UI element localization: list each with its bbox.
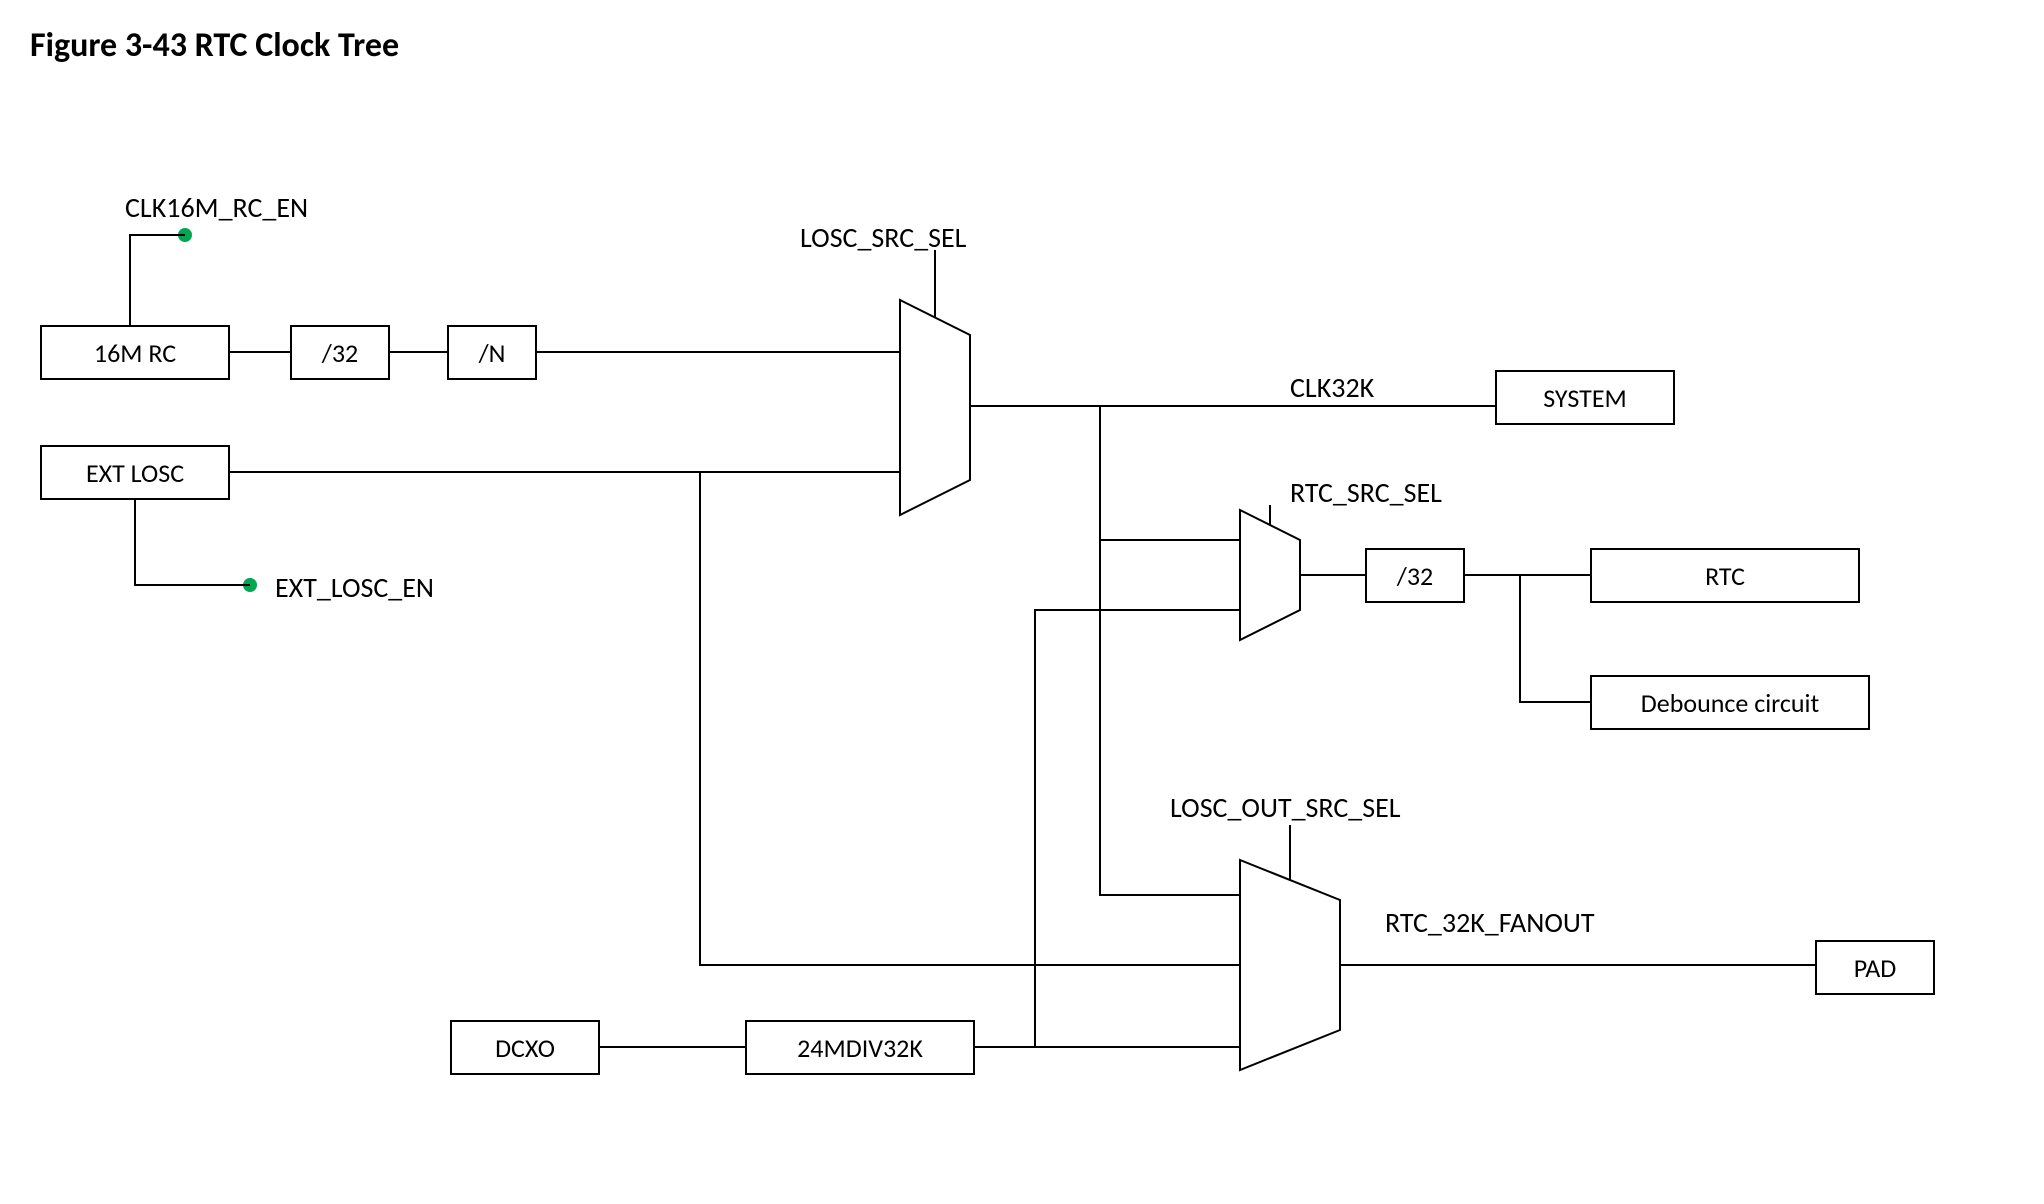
- label-clk16m-rc-en: CLK16M_RC_EN: [125, 190, 308, 225]
- wire-div32-debounce: [1520, 575, 1590, 702]
- box-divn: /N: [447, 325, 537, 380]
- box-dcxo: DCXO: [450, 1020, 600, 1075]
- label-losc-out-src-sel: LOSC_OUT_SRC_SEL: [1170, 790, 1401, 825]
- mux-losc-in0: 0: [920, 335, 933, 367]
- figure-title: Figure 3-43 RTC Clock Tree: [30, 25, 399, 66]
- wire-branch-rtcmux0: [1100, 406, 1240, 540]
- wire-branch-outmux00: [1100, 540, 1240, 895]
- mux-losc-shape: [900, 300, 970, 515]
- mux-out-in2: 10: [1252, 1020, 1278, 1052]
- dot-clk16m-rc-en: [178, 228, 192, 242]
- dot-ext-losc-en: [243, 578, 257, 592]
- box-div32-2: /32: [1365, 548, 1465, 603]
- box-pad: PAD: [1815, 940, 1935, 995]
- box-system: SYSTEM: [1495, 370, 1675, 425]
- box-div32-1: /32: [290, 325, 390, 380]
- wire-ext-losc-en: [135, 500, 250, 585]
- wire-24mdiv-rtcmux1: [1035, 610, 1240, 1047]
- mux-out-in1: 01: [1252, 950, 1278, 982]
- wire-clk16m-en: [130, 235, 185, 325]
- mux-rtc-in1: 1: [1255, 592, 1268, 624]
- mux-rtc-in0: 0: [1255, 525, 1268, 557]
- wire-extlosc-outmux01: [700, 472, 1240, 965]
- box-16m-rc: 16M RC: [40, 325, 230, 380]
- box-rtc: RTC: [1590, 548, 1860, 603]
- box-ext-losc: EXT LOSC: [40, 445, 230, 500]
- label-ext-losc-en: EXT_LOSC_EN: [275, 570, 434, 605]
- label-clk32k: CLK32K: [1290, 370, 1374, 405]
- mux-losc-in1: 1: [920, 442, 933, 474]
- box-debounce: Debounce circuit: [1590, 675, 1870, 730]
- mux-rtc-shape: [1240, 510, 1300, 640]
- mux-out-in0: 00: [1252, 882, 1278, 914]
- label-losc-src-sel: LOSC_SRC_SEL: [800, 220, 966, 255]
- label-rtc-src-sel: RTC_SRC_SEL: [1290, 475, 1442, 510]
- box-24mdiv32k: 24MDIV32K: [745, 1020, 975, 1075]
- label-rtc-32k-fanout: RTC_32K_FANOUT: [1385, 905, 1594, 940]
